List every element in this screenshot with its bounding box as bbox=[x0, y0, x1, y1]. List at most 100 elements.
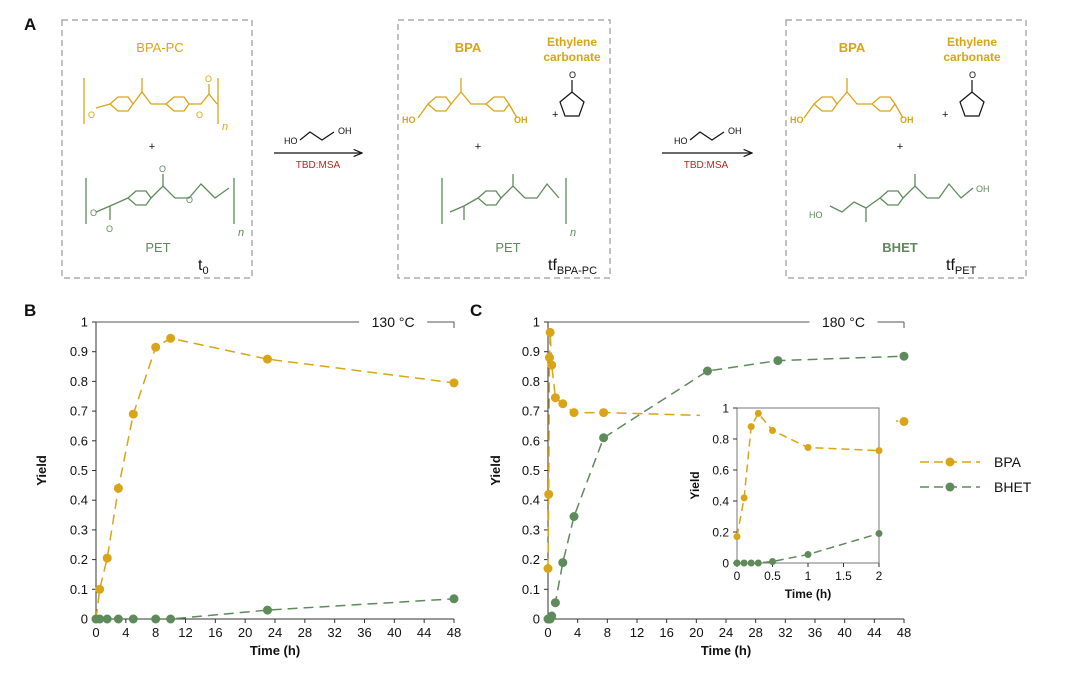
legend-bhet-label: BHET bbox=[994, 479, 1032, 495]
c-inset-point-bhet bbox=[769, 558, 776, 565]
b-xtick-label: 20 bbox=[238, 625, 252, 640]
panel-label-c: C bbox=[470, 301, 482, 320]
c-ytick-label: 0.7 bbox=[522, 404, 540, 419]
b-y-title: Yield bbox=[34, 455, 49, 486]
c-point-bpa bbox=[547, 360, 557, 370]
b-title-bg bbox=[359, 312, 428, 332]
c-point-bhet bbox=[599, 433, 609, 443]
b-point-bpa bbox=[102, 553, 112, 563]
b-point-bpa bbox=[166, 333, 176, 343]
c-inset-y-title: Yield bbox=[688, 471, 702, 499]
c-title-bg bbox=[809, 312, 878, 332]
b-point-bpa bbox=[113, 483, 123, 493]
ec-label-1b: carbonate bbox=[543, 50, 601, 64]
b-ytick-label: 0.2 bbox=[70, 552, 88, 567]
bpa1-ho: HO bbox=[402, 115, 416, 125]
b-ytick-label: 1 bbox=[81, 315, 88, 330]
plus-sign-1: + bbox=[149, 141, 155, 153]
c-ytick-label: 0.8 bbox=[522, 374, 540, 389]
c-ytick-label: 0.2 bbox=[522, 552, 540, 567]
atom-o-6: O bbox=[159, 164, 166, 174]
c-inset-ytick-label: 1 bbox=[722, 402, 729, 416]
c-inset-ytick-label: 0.2 bbox=[712, 526, 729, 540]
repeat-n-2: n bbox=[238, 227, 244, 239]
b-xtick-label: 12 bbox=[178, 625, 192, 640]
c-point-bhet bbox=[569, 512, 579, 521]
b-point-bhet bbox=[128, 614, 138, 624]
c-ytick-label: 0.4 bbox=[522, 493, 540, 508]
c-inset-xtick-label: 0 bbox=[734, 569, 741, 583]
bpa-pc-structure: O O O n bbox=[83, 74, 228, 133]
b-xtick-label: 32 bbox=[327, 625, 341, 640]
c-point-bpa bbox=[558, 399, 568, 409]
pet-label-1: PET bbox=[145, 240, 170, 255]
pet-label-2: PET bbox=[495, 240, 520, 255]
c-xtick-label: 8 bbox=[604, 625, 611, 640]
b-point-bpa bbox=[151, 342, 161, 352]
c-inset-point-bhet bbox=[754, 559, 762, 567]
b-ytick-label: 0.7 bbox=[70, 404, 88, 419]
b-xtick-label: 0 bbox=[92, 625, 99, 640]
reaction-arrow-1: HO OH TBD:MSA bbox=[274, 126, 362, 171]
c-ytick-label: 0 bbox=[533, 612, 540, 627]
bhet-structure: HO OH bbox=[809, 174, 990, 222]
atom-o-5: O bbox=[106, 224, 113, 234]
reaction-arrow-2: HO OH TBD:MSA bbox=[662, 126, 752, 171]
b-x-title: Time (h) bbox=[250, 643, 300, 658]
b-xtick-label: 44 bbox=[417, 625, 431, 640]
c-xtick-label: 0 bbox=[544, 625, 551, 640]
b-point-bpa bbox=[263, 354, 272, 364]
bhet-label: BHET bbox=[882, 240, 917, 255]
c-ytick-label: 0.6 bbox=[522, 433, 540, 448]
b-xtick-label: 28 bbox=[298, 625, 312, 640]
bpa-pc-label: BPA-PC bbox=[136, 40, 183, 55]
c-xtick-label: 12 bbox=[630, 625, 644, 640]
scheme-box-2 bbox=[397, 19, 611, 279]
b-xtick-label: 16 bbox=[208, 625, 222, 640]
c-inset-point-bhet bbox=[747, 559, 755, 567]
bpa2-oh: OH bbox=[900, 115, 914, 125]
c-xtick-label: 16 bbox=[659, 625, 673, 640]
b-point-bpa bbox=[128, 409, 138, 419]
repeat-n-3: n bbox=[570, 227, 576, 239]
time-t0: t0 bbox=[198, 257, 209, 277]
c-point-bhet bbox=[773, 356, 783, 366]
bpa1-oh: OH bbox=[514, 115, 528, 125]
c-point-bpa bbox=[599, 408, 609, 418]
b-ytick-label: 0.3 bbox=[70, 522, 88, 537]
bpa2-ho: HO bbox=[790, 115, 804, 125]
c-point-bhet bbox=[550, 598, 560, 608]
c-y-title: Yield bbox=[488, 455, 503, 486]
c-inset-ytick-label: 0 bbox=[722, 557, 729, 571]
plus-sign-2: + bbox=[552, 109, 558, 121]
scheme-box-1 bbox=[61, 19, 253, 279]
b-point-bhet bbox=[166, 614, 176, 624]
c-ytick-label: 0.9 bbox=[522, 344, 540, 359]
c-ytick-label: 0.3 bbox=[522, 522, 540, 537]
c-inset-point-bpa bbox=[747, 423, 755, 431]
c-xtick-label: 48 bbox=[897, 625, 911, 640]
c-inset-point-bhet bbox=[740, 559, 748, 567]
c-xtick-label: 40 bbox=[837, 625, 851, 640]
c-inset-ytick-label: 0.8 bbox=[712, 433, 729, 447]
arrow2-ho: HO bbox=[674, 136, 688, 146]
chart-b: 00.10.20.30.40.50.60.70.80.910 4 8 12 16 20 24… bbox=[34, 312, 461, 658]
atom-o-1: O bbox=[88, 110, 95, 120]
c-inset-point-bpa bbox=[740, 494, 748, 502]
b-xtick-label: 48 bbox=[447, 625, 461, 640]
c-inset-point-bpa bbox=[769, 427, 776, 434]
b-xtick-label: 8 bbox=[152, 625, 159, 640]
b-point-bhet bbox=[449, 594, 459, 604]
c-point-bpa bbox=[544, 489, 554, 499]
inset-background bbox=[700, 402, 896, 576]
c-title: 180 °C bbox=[822, 314, 865, 330]
atom-o-3: O bbox=[205, 74, 212, 84]
time-tf-pet: tfPET bbox=[946, 257, 977, 277]
c-inset-xtick-label: 2 bbox=[876, 569, 883, 583]
b-xtick-label: 4 bbox=[122, 625, 129, 640]
b-xtick-label: 24 bbox=[268, 625, 282, 640]
bpa-structure-1: HO OH bbox=[402, 78, 528, 125]
c-x-title: Time (h) bbox=[701, 643, 751, 658]
c-xtick-label: 32 bbox=[778, 625, 792, 640]
plus-sign-5: + bbox=[897, 141, 903, 153]
